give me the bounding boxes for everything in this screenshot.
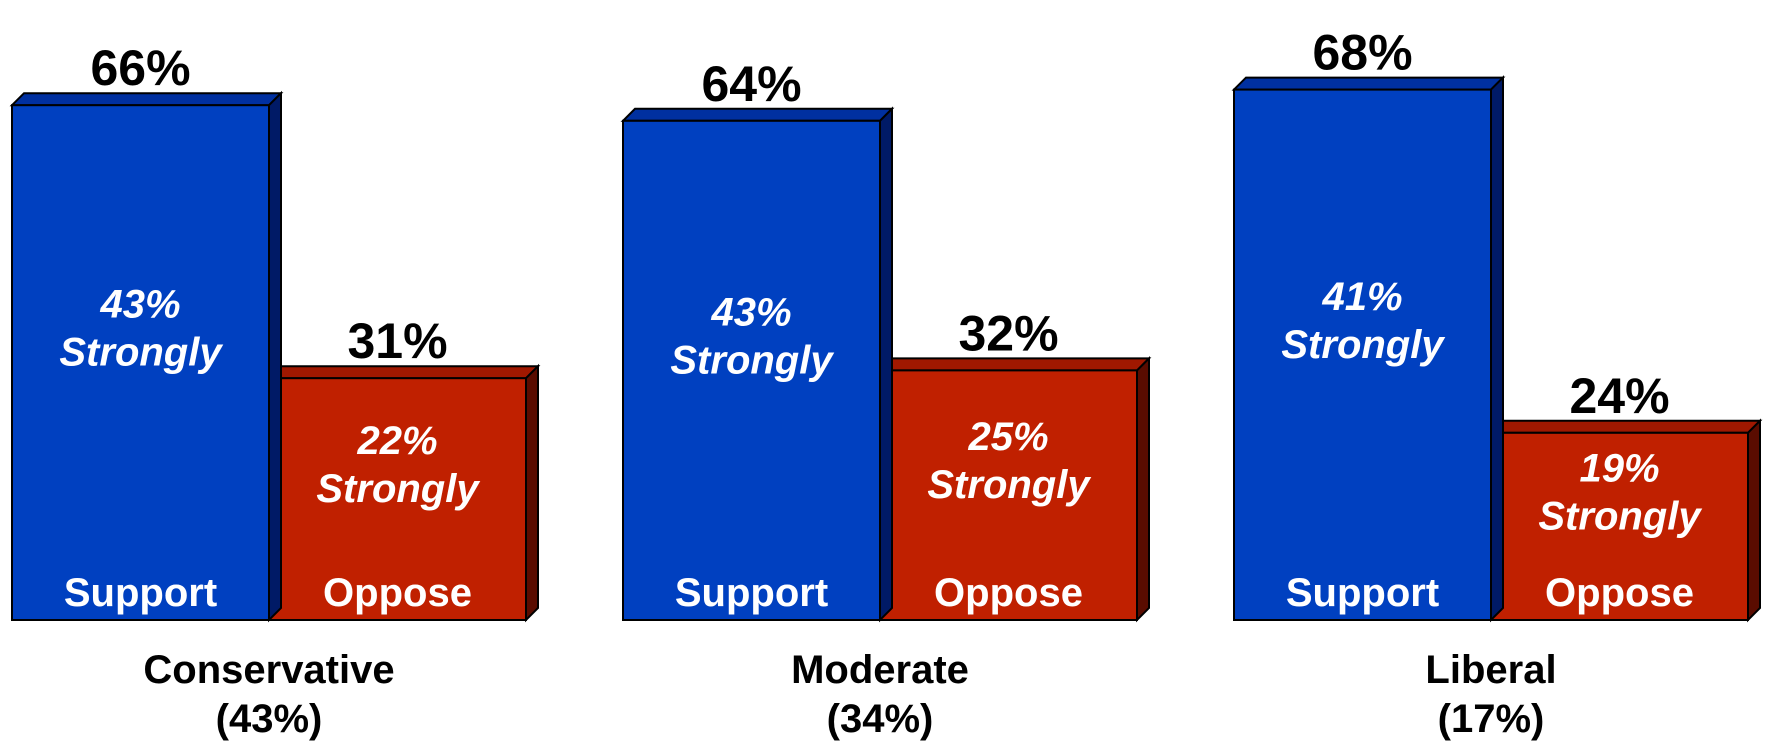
oppose-strongly-text-2: Strongly [1538,494,1702,538]
support-bar-side-1 [879,106,893,623]
support-strongly-value-2: 41% [1321,275,1402,319]
oppose-bar-0 [268,377,527,622]
support-value-label-1: 64% [701,56,801,112]
support-strongly-value-0: 43% [99,283,180,327]
oppose-strongly-text-0: Strongly [316,467,480,511]
category-label-1: Moderate [791,648,969,692]
category-label-0: Conservative [143,648,394,692]
support-strongly-text-0: Strongly [59,331,223,375]
support-bar-1 [622,119,881,622]
support-value-label-0: 66% [90,40,190,96]
support-strongly-text-2: Strongly [1281,323,1445,367]
oppose-value-label-1: 32% [958,305,1058,361]
support-bar-side-0 [268,90,282,623]
support-value-label-2: 68% [1312,25,1412,81]
oppose-bar-name-0: Oppose [323,571,472,615]
oppose-bar-name-1: Oppose [934,571,1083,615]
support-bar-0 [11,104,270,621]
category-share-2: (17%) [1438,697,1545,741]
oppose-strongly-value-1: 25% [967,415,1048,459]
support-bar-name-1: Support [675,571,828,615]
oppose-strongly-text-1: Strongly [927,463,1091,507]
support-bar-2 [1233,88,1492,622]
oppose-bar-name-2: Oppose [1545,571,1694,615]
oppose-bar-side-2 [1747,418,1761,623]
oppose-bar-side-0 [525,363,539,623]
oppose-bar-side-1 [1136,355,1150,623]
category-label-2: Liberal [1425,648,1556,692]
category-share-0: (43%) [216,697,323,741]
oppose-bar-2 [1490,431,1749,621]
oppose-strongly-value-2: 19% [1579,446,1659,490]
support-strongly-value-1: 43% [710,290,791,334]
oppose-strongly-value-0: 22% [356,419,437,463]
support-bar-name-2: Support [1286,571,1439,615]
support-bar-side-2 [1490,75,1504,623]
oppose-bar-1 [879,369,1138,621]
oppose-value-label-2: 24% [1569,368,1669,424]
category-share-1: (34%) [827,697,934,741]
support-strongly-text-1: Strongly [670,338,834,382]
oppose-value-label-0: 31% [347,313,447,369]
support-bar-name-0: Support [64,571,217,615]
